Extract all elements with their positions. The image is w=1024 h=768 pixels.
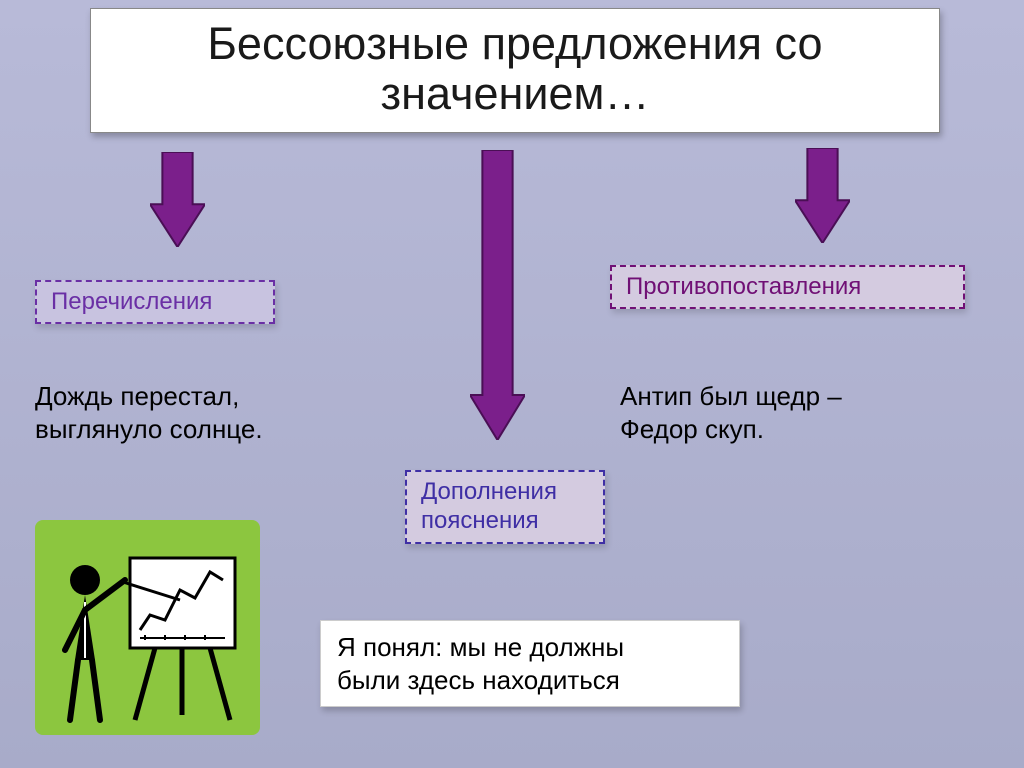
box-enumeration: Перечисления xyxy=(35,280,275,324)
arrow-left xyxy=(150,152,205,247)
box-explanation: Дополнения пояснения xyxy=(405,470,605,544)
example-contrast: Антип был щедр – Федор скуп. xyxy=(620,380,970,445)
title-box: Бессоюзные предложения со значением… xyxy=(90,8,940,133)
presenter-icon xyxy=(35,520,260,735)
arrow-center xyxy=(470,150,525,440)
box-explanation-line2: пояснения xyxy=(421,507,539,534)
box-contrast: Противопоставления xyxy=(610,265,965,309)
example-explanation: Я понял: мы не должны были здесь находит… xyxy=(320,620,740,707)
page-title: Бессоюзные предложения со значением… xyxy=(91,19,939,118)
box-explanation-line1: Дополнения xyxy=(421,478,557,505)
arrow-right xyxy=(795,148,850,243)
example-enumeration: Дождь перестал, выглянуло солнце. xyxy=(35,380,365,445)
